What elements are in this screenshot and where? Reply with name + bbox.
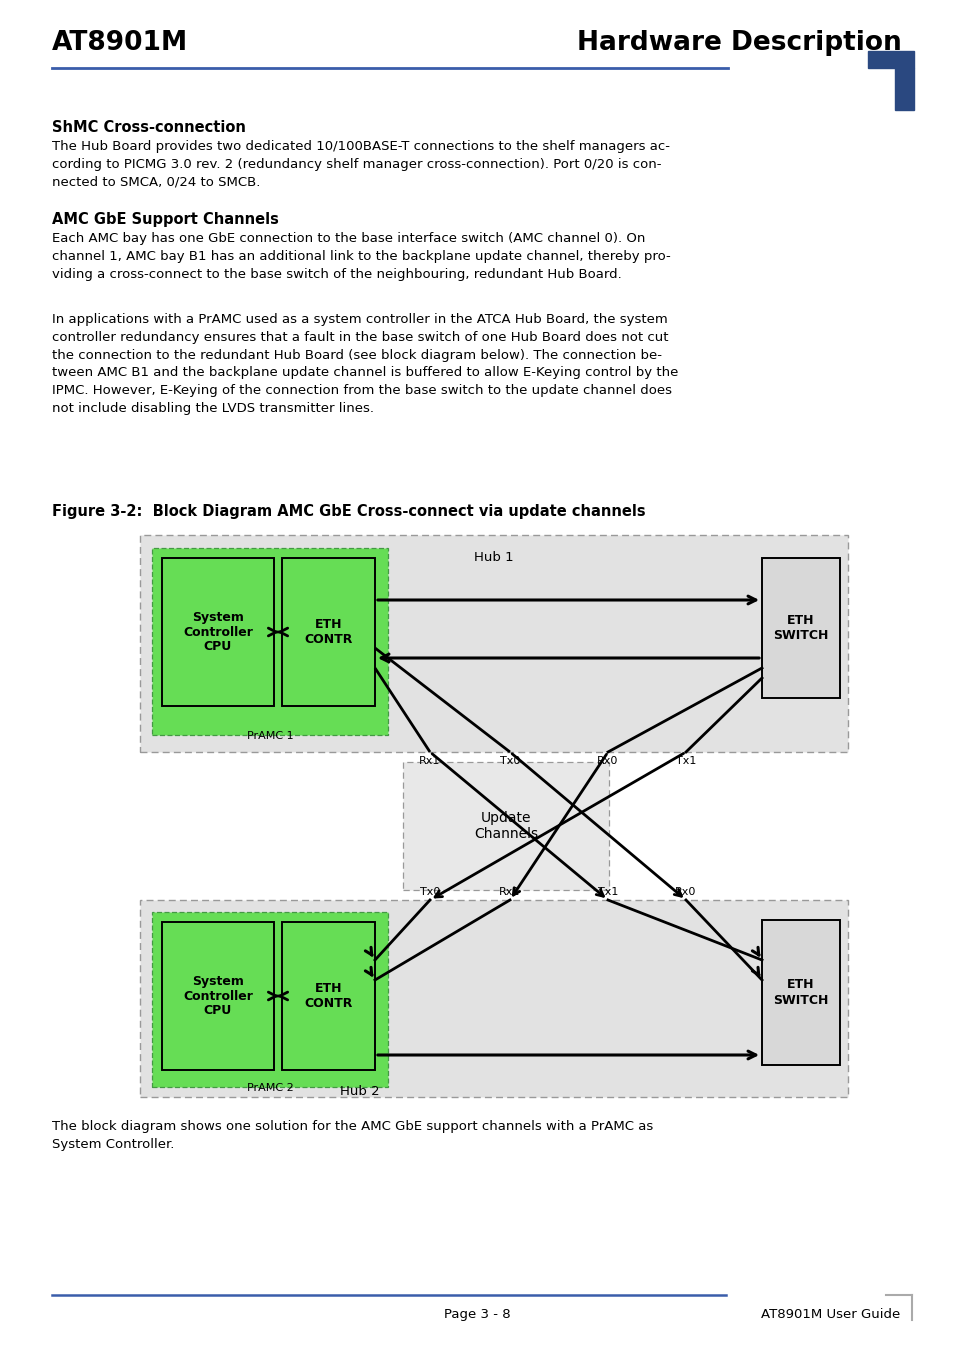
Text: ETH
CONTR: ETH CONTR — [304, 618, 353, 647]
Text: ETH
SWITCH: ETH SWITCH — [773, 979, 828, 1007]
Bar — [282, 922, 375, 1071]
Text: System
Controller
CPU: System Controller CPU — [183, 610, 253, 653]
Text: Rx1: Rx1 — [419, 756, 440, 765]
Text: In applications with a PrAMC used as a system controller in the ATCA Hub Board, : In applications with a PrAMC used as a s… — [52, 313, 678, 414]
Text: Rx1: Rx1 — [498, 887, 520, 896]
Text: The block diagram shows one solution for the AMC GbE support channels with a PrA: The block diagram shows one solution for… — [52, 1120, 653, 1150]
Bar — [162, 922, 274, 1071]
Text: AMC GbE Support Channels: AMC GbE Support Channels — [52, 212, 278, 227]
Text: Figure 3-2:  Block Diagram AMC GbE Cross-connect via update channels: Figure 3-2: Block Diagram AMC GbE Cross-… — [52, 504, 645, 518]
Text: ShMC Cross-connection: ShMC Cross-connection — [52, 120, 246, 135]
Bar — [140, 535, 847, 752]
Bar — [402, 761, 608, 890]
Text: ETH
CONTR: ETH CONTR — [304, 981, 353, 1010]
Bar — [140, 900, 847, 1098]
Bar — [162, 558, 274, 706]
Text: PrAMC 2: PrAMC 2 — [247, 1083, 294, 1094]
Text: PrAMC 1: PrAMC 1 — [247, 730, 293, 741]
Text: Each AMC bay has one GbE connection to the base interface switch (AMC channel 0): Each AMC bay has one GbE connection to t… — [52, 232, 670, 281]
Text: Tx0: Tx0 — [419, 887, 439, 896]
Text: The Hub Board provides two dedicated 10/100BASE-T connections to the shelf manag: The Hub Board provides two dedicated 10/… — [52, 140, 669, 189]
Text: Page 3 - 8: Page 3 - 8 — [443, 1308, 510, 1322]
Text: AT8901M: AT8901M — [52, 30, 188, 55]
Bar — [282, 558, 375, 706]
Bar — [761, 919, 840, 1065]
Bar — [152, 548, 388, 734]
Bar — [867, 51, 913, 68]
Text: Hardware Description: Hardware Description — [577, 30, 901, 55]
Bar — [152, 913, 388, 1087]
Text: System
Controller
CPU: System Controller CPU — [183, 975, 253, 1018]
Bar — [894, 68, 913, 109]
Text: Rx0: Rx0 — [597, 756, 618, 765]
Text: Hub 1: Hub 1 — [474, 551, 514, 564]
Text: Hub 2: Hub 2 — [340, 1085, 379, 1098]
Text: Update
Channels: Update Channels — [474, 811, 537, 841]
Text: AT8901M User Guide: AT8901M User Guide — [760, 1308, 899, 1322]
Text: ETH
SWITCH: ETH SWITCH — [773, 614, 828, 643]
Text: Tx1: Tx1 — [598, 887, 618, 896]
Text: Tx1: Tx1 — [675, 756, 696, 765]
Bar — [761, 558, 840, 698]
Text: Rx0: Rx0 — [675, 887, 696, 896]
Text: Tx0: Tx0 — [499, 756, 519, 765]
